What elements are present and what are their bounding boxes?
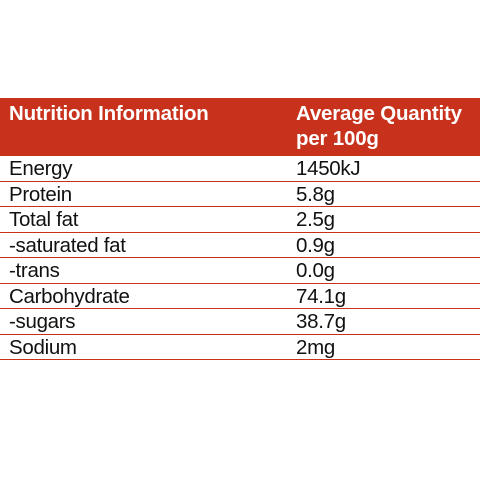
table-row-protein: Protein 5.8g bbox=[0, 182, 480, 207]
row-value: 5.8g bbox=[296, 182, 335, 206]
table-row-saturated-fat: -saturated fat 0.9g bbox=[0, 233, 480, 258]
row-label: -trans bbox=[9, 259, 60, 282]
header-nutrition-information: Nutrition Information bbox=[9, 102, 209, 125]
row-label: Sodium bbox=[9, 335, 77, 359]
row-value: 1450kJ bbox=[296, 157, 361, 180]
table-row-sodium: Sodium 2mg bbox=[0, 335, 480, 360]
table-row-sugars: -sugars 38.7g bbox=[0, 309, 480, 335]
row-label: Energy bbox=[9, 157, 73, 180]
table-header: Nutrition Information Average Quantity p… bbox=[0, 98, 480, 156]
row-label: -sugars bbox=[9, 310, 76, 333]
row-value: 74.1g bbox=[296, 284, 346, 308]
row-value: 2mg bbox=[296, 335, 335, 359]
table-row-total-fat: Total fat 2.5g bbox=[0, 207, 480, 233]
row-label: -saturated fat bbox=[9, 233, 126, 257]
row-value: 0.0g bbox=[296, 259, 335, 282]
row-label: Carbohydrate bbox=[9, 284, 130, 308]
table-row-trans: -trans 0.0g bbox=[0, 258, 480, 284]
table-body: Energy 1450kJ Protein 5.8g Total fat 2.5… bbox=[0, 156, 480, 360]
table-row-energy: Energy 1450kJ bbox=[0, 156, 480, 182]
row-value: 38.7g bbox=[296, 310, 346, 333]
nutrition-table: Nutrition Information Average Quantity p… bbox=[0, 98, 480, 382]
table-row-carbohydrate: Carbohydrate 74.1g bbox=[0, 284, 480, 309]
row-value: 0.9g bbox=[296, 233, 335, 257]
row-label: Protein bbox=[9, 182, 72, 206]
header-average-quantity: Average Quantity per 100g bbox=[296, 102, 462, 150]
row-value: 2.5g bbox=[296, 208, 335, 231]
row-label: Total fat bbox=[9, 208, 79, 231]
